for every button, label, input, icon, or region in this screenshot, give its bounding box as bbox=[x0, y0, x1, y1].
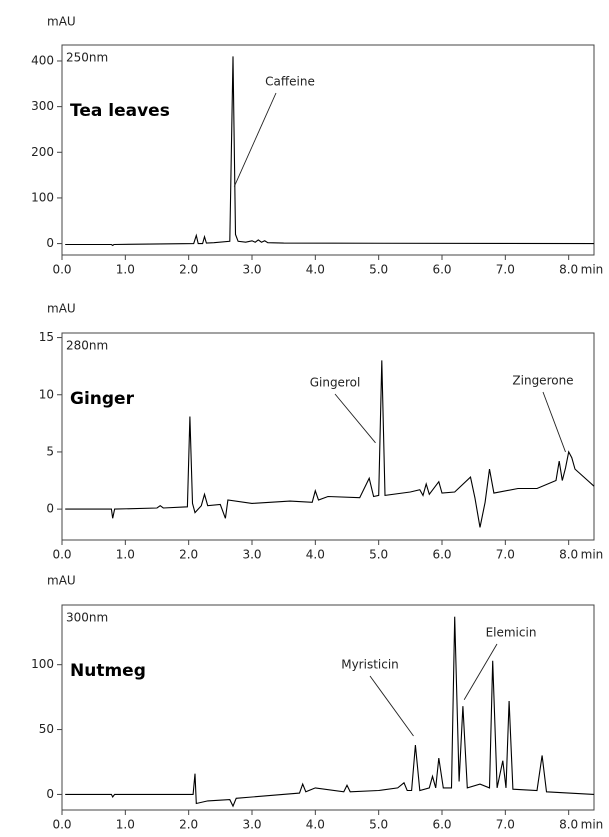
x-tick-label: 4.0 bbox=[306, 818, 325, 832]
leader-line bbox=[542, 391, 566, 453]
leader-line bbox=[463, 643, 498, 700]
peak-label: Caffeine bbox=[265, 75, 315, 89]
x-tick-label: 8.0 bbox=[559, 263, 578, 277]
y-tick-label: 400 bbox=[31, 53, 54, 67]
x-tick-label: 3.0 bbox=[242, 263, 261, 277]
x-tick-label: 4.0 bbox=[306, 548, 325, 562]
x-tick-label: 0.0 bbox=[52, 818, 71, 832]
x-tick-label: 2.0 bbox=[179, 263, 198, 277]
plot-frame bbox=[61, 332, 595, 541]
x-tick-label: 3.0 bbox=[242, 818, 261, 832]
x-tick-label: 1.0 bbox=[116, 548, 135, 562]
wavelength-label: 300nm bbox=[66, 611, 108, 625]
x-tick-label: 3.0 bbox=[242, 548, 261, 562]
peak-label: Gingerol bbox=[310, 376, 361, 390]
x-axis-label: min bbox=[581, 818, 604, 832]
leader-line bbox=[334, 393, 376, 444]
x-axis-label: min bbox=[581, 263, 604, 277]
x-tick-label: 2.0 bbox=[179, 548, 198, 562]
x-tick-label: 6.0 bbox=[432, 818, 451, 832]
y-tick-label: 10 bbox=[39, 387, 54, 401]
x-tick-label: 5.0 bbox=[369, 548, 388, 562]
x-tick-label: 0.0 bbox=[52, 263, 71, 277]
x-tick-label: 1.0 bbox=[116, 263, 135, 277]
x-tick-label: 7.0 bbox=[496, 263, 515, 277]
y-tick-label: 15 bbox=[39, 330, 54, 344]
y-tick-label: 5 bbox=[46, 444, 54, 458]
x-tick-label: 6.0 bbox=[432, 548, 451, 562]
y-tick-label: 300 bbox=[31, 99, 54, 113]
trace bbox=[65, 56, 595, 247]
trace bbox=[65, 616, 595, 808]
x-axis-label: min bbox=[581, 548, 604, 562]
x-tick-label: 4.0 bbox=[306, 263, 325, 277]
y-tick-label: 0 bbox=[46, 502, 54, 516]
x-tick-label: 6.0 bbox=[432, 263, 451, 277]
plot-frame bbox=[61, 44, 595, 256]
x-tick-label: 1.0 bbox=[116, 818, 135, 832]
y-tick-label: 0 bbox=[46, 236, 54, 250]
sample-title: Nutmeg bbox=[70, 661, 146, 681]
x-tick-label: 7.0 bbox=[496, 548, 515, 562]
y-axis-label: mAU bbox=[47, 574, 76, 588]
x-tick-label: 7.0 bbox=[496, 818, 515, 832]
plot-frame bbox=[61, 604, 595, 811]
x-tick-label: 8.0 bbox=[559, 548, 578, 562]
x-tick-label: 8.0 bbox=[559, 818, 578, 832]
y-tick-label: 200 bbox=[31, 145, 54, 159]
y-tick-label: 50 bbox=[39, 722, 54, 736]
y-tick-label: 100 bbox=[31, 190, 54, 204]
peak-label: Zingerone bbox=[512, 374, 573, 388]
x-tick-label: 0.0 bbox=[52, 548, 71, 562]
x-tick-label: 5.0 bbox=[369, 818, 388, 832]
trace bbox=[65, 360, 595, 528]
leader-line bbox=[233, 92, 277, 187]
wavelength-label: 250nm bbox=[66, 51, 108, 65]
leader-line bbox=[369, 675, 414, 737]
wavelength-label: 280nm bbox=[66, 339, 108, 353]
sample-title: Ginger bbox=[70, 389, 135, 409]
x-tick-label: 2.0 bbox=[179, 818, 198, 832]
y-axis-label: mAU bbox=[47, 15, 76, 29]
peak-label: Myristicin bbox=[341, 658, 399, 672]
peak-label: Elemicin bbox=[486, 626, 537, 640]
x-tick-label: 5.0 bbox=[369, 263, 388, 277]
y-tick-label: 0 bbox=[46, 787, 54, 801]
sample-title: Tea leaves bbox=[70, 101, 170, 121]
y-tick-label: 100 bbox=[31, 657, 54, 671]
y-axis-label: mAU bbox=[47, 302, 76, 316]
